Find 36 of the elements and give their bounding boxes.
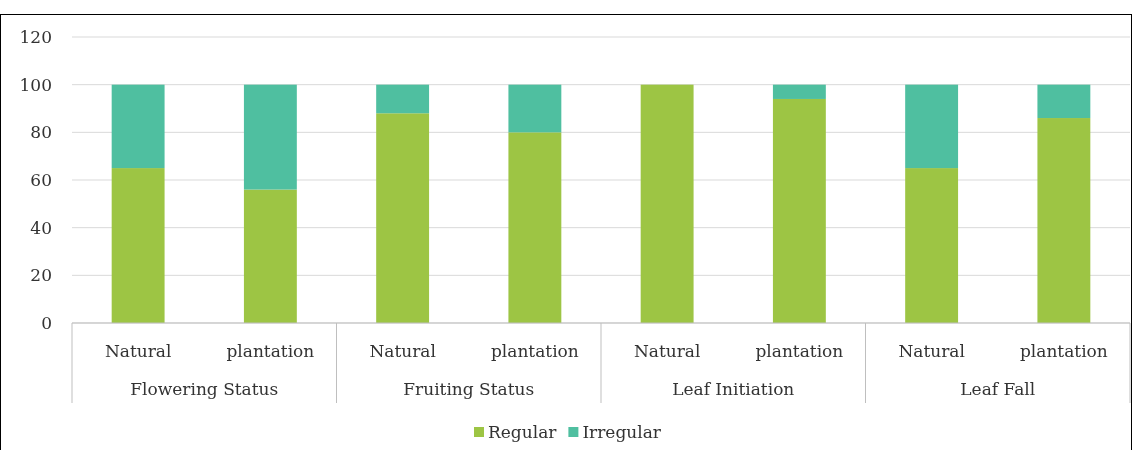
x-tick-label: plantation <box>755 341 844 361</box>
x-tick-label: Natural <box>369 341 436 361</box>
legend-label: Regular <box>488 422 558 442</box>
y-tick-label: 80 <box>30 122 52 143</box>
text: Leaf Fall <box>960 379 1036 399</box>
y-tick-label: 60 <box>30 170 52 190</box>
text: Leaf Initiation <box>672 379 795 399</box>
y-tick-label: 120 <box>19 27 52 47</box>
y-tick-label: 40 <box>30 217 52 238</box>
bar <box>905 84 959 169</box>
bar <box>1037 118 1091 323</box>
x-tick-label: plantation <box>1019 341 1108 361</box>
bar <box>376 113 430 323</box>
bar <box>376 84 430 114</box>
legend-label: Irregular <box>582 422 662 442</box>
bar <box>772 84 826 99</box>
bar <box>1037 84 1091 119</box>
x-tick-label: plantation <box>490 341 579 361</box>
text: Fruiting Status <box>403 379 535 399</box>
y-tick-label: 20 <box>30 265 52 286</box>
text: Flowering Status <box>130 379 279 399</box>
bar <box>243 84 297 190</box>
x-tick-label: Natural <box>898 341 965 361</box>
x-tick-label: Natural <box>633 341 701 361</box>
y-tick-label: 100 <box>19 74 52 95</box>
x-tick-label: Natural <box>104 341 172 361</box>
bar <box>640 84 694 323</box>
bar <box>905 168 959 323</box>
bar <box>243 189 297 323</box>
bar <box>772 98 826 323</box>
bar <box>508 84 562 133</box>
bar <box>111 168 165 323</box>
bar <box>508 132 562 323</box>
y-tick-label: 0 <box>41 313 52 333</box>
bar <box>111 84 165 169</box>
x-tick-label: plantation <box>226 341 315 361</box>
